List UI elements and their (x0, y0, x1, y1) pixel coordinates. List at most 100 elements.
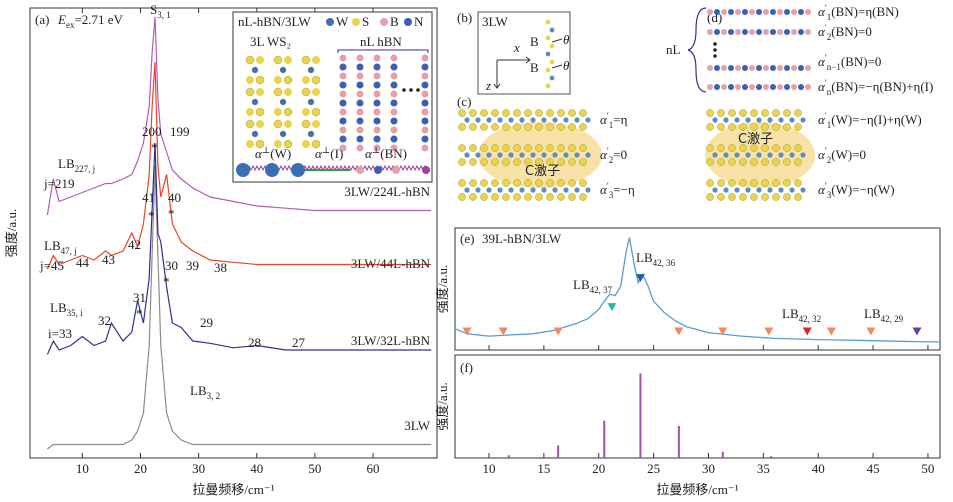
atom (545, 67, 551, 73)
spectrum-line (455, 237, 939, 343)
atom (245, 87, 255, 97)
atom (245, 55, 255, 65)
text-part: S (150, 2, 157, 17)
atom (735, 29, 741, 35)
atom (279, 130, 287, 138)
alpha-label: α′3(W)=−η(W) (818, 181, 895, 200)
atom (728, 84, 734, 90)
atom (714, 9, 720, 15)
atom (307, 130, 315, 138)
atom (513, 193, 521, 201)
atom (274, 76, 282, 84)
atom (530, 187, 536, 193)
text-part: i=33 (48, 326, 72, 341)
atom (356, 144, 364, 152)
atom (749, 29, 755, 35)
atom (579, 158, 587, 166)
plot-frame (29, 7, 438, 459)
atom (728, 179, 736, 187)
panel-label: (c) (457, 94, 471, 109)
atom (549, 43, 555, 49)
atom (734, 117, 740, 123)
atom (339, 54, 347, 62)
atom (714, 29, 720, 35)
annotation: 39 (186, 258, 199, 273)
legend-label: B (390, 14, 399, 29)
atom (475, 152, 481, 158)
text-part: ′ (607, 111, 609, 121)
atom (734, 152, 740, 158)
atom (761, 193, 769, 201)
alpha-label: α′n−1(BN)=0 (818, 53, 881, 72)
atom (530, 152, 536, 158)
atom (307, 98, 315, 106)
text-part: (W)=−η(W) (831, 182, 894, 197)
atom (789, 152, 795, 158)
atom (723, 152, 729, 158)
atom (742, 84, 748, 90)
peak-marker (607, 303, 617, 312)
peak-label: LB42, 36 (636, 250, 676, 268)
atom (273, 119, 283, 129)
atom (772, 123, 780, 131)
annotation: * (168, 206, 175, 221)
atom (480, 144, 488, 152)
x-tick-label: 15 (537, 461, 550, 476)
text-part: (BN)=−η(BN)+η(I) (831, 79, 933, 94)
atom (794, 144, 802, 152)
atom (513, 179, 521, 187)
panel-label: (a) (35, 12, 49, 27)
annotation: 30 (165, 258, 178, 273)
atom (800, 187, 806, 193)
atom (706, 144, 714, 152)
text-part: α (818, 4, 826, 19)
text-part: ′ (825, 3, 827, 13)
text-part: 38 (214, 260, 227, 275)
atom (373, 126, 381, 134)
atom (312, 56, 320, 64)
legend-label: N (414, 14, 424, 29)
text-part: LB (636, 250, 653, 265)
text-part: α (365, 146, 373, 161)
atom (373, 63, 381, 71)
atom (739, 109, 747, 117)
annotation: 31 (133, 290, 146, 305)
atom (339, 90, 347, 98)
atom (273, 55, 283, 65)
annotation: 42 (128, 237, 141, 252)
alpha-label: α′3=−η (600, 181, 635, 200)
atom (707, 29, 713, 35)
atom (390, 135, 398, 143)
atom (735, 65, 741, 71)
atom (339, 117, 347, 125)
atom (535, 144, 543, 152)
atom (783, 179, 791, 187)
y-axis-label: 强度/a.u. (435, 265, 450, 313)
spring-label: α⊥(I) (315, 145, 343, 161)
atom (545, 19, 551, 25)
atom (356, 108, 364, 116)
alpha-label: α′1=η (600, 111, 628, 130)
atom (777, 84, 783, 90)
atom (390, 54, 398, 62)
atom (486, 117, 492, 123)
atom (714, 84, 720, 90)
atom (789, 117, 795, 123)
atom (356, 99, 364, 107)
atom (557, 123, 565, 131)
brace (687, 7, 707, 93)
text-part: * (151, 140, 158, 155)
atom (373, 108, 381, 116)
atom (772, 158, 780, 166)
atom (707, 84, 713, 90)
atom (339, 99, 347, 107)
text-part: α (600, 182, 608, 197)
atom (356, 117, 364, 125)
atom (706, 158, 714, 166)
text-part: LB (44, 238, 61, 253)
atom (392, 166, 400, 174)
atom (519, 152, 525, 158)
atom (524, 123, 532, 131)
stick (603, 420, 606, 458)
text-part: α (818, 112, 826, 127)
